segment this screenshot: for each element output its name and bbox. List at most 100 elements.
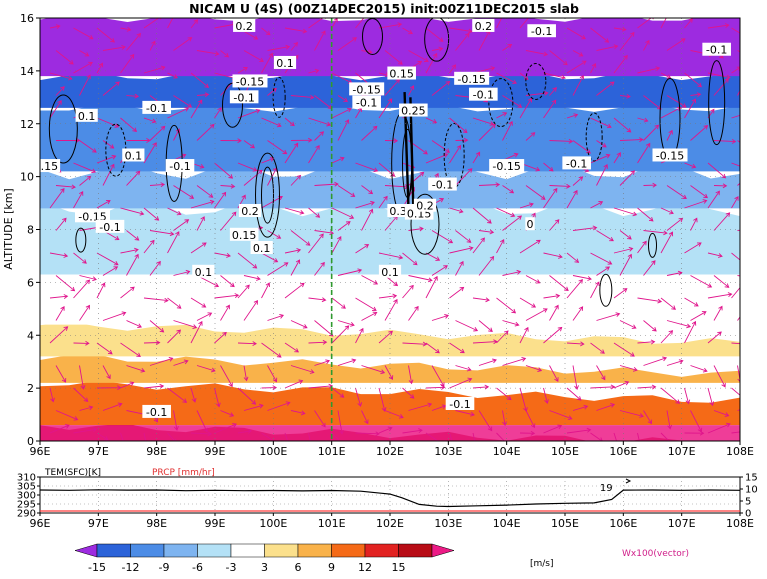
wind-vector (284, 27, 308, 34)
wind-vector (361, 311, 378, 321)
wind-vector (425, 432, 439, 441)
wind-vector (73, 27, 94, 40)
wind-vector (543, 252, 563, 259)
wind-vector (566, 387, 582, 401)
wind-vector (120, 53, 135, 74)
wind-vector (549, 138, 574, 144)
wind-vector (408, 275, 433, 283)
colorbar: -15 -12 -9 -6 -3 3 6 9 12 15 (74, 543, 455, 574)
contour-label-box (702, 42, 731, 56)
wind-vector (549, 87, 557, 96)
wind-vector (102, 44, 126, 51)
wind-vector (707, 331, 722, 344)
wind-vector (737, 89, 740, 96)
wind-vector (425, 252, 441, 261)
contour-label-box (454, 71, 490, 85)
wind-vector (49, 387, 55, 403)
wind-vector (731, 196, 739, 209)
wind-vector (431, 265, 448, 276)
surface-x-tick-label: 99E (205, 517, 226, 530)
wind-vector (707, 422, 731, 434)
wind-vector (590, 63, 597, 74)
wind-vector (666, 410, 673, 430)
colorbar-segment (96, 543, 131, 558)
prcp-legend-label: PRCP [mm/hr] (152, 468, 215, 478)
wind-vector (284, 379, 304, 389)
wind-vector (284, 282, 305, 299)
wind-vector (308, 297, 327, 303)
contour-label-box (142, 404, 171, 418)
contour-label-box (142, 100, 171, 114)
wind-vector (96, 117, 120, 128)
wind-vector (519, 18, 529, 29)
contour-line (585, 112, 603, 162)
wind-vector (449, 246, 474, 254)
chart-title: NICAM U (4S) (00Z14DEC2015) init:00Z11DE… (189, 1, 579, 16)
wind-vector (378, 98, 393, 119)
tem-series-line (39, 489, 741, 508)
wind-vector (49, 252, 69, 258)
vector-legend-label: Wx100(vector) (622, 549, 689, 559)
wind-vector (79, 175, 92, 186)
wind-vector (237, 387, 257, 405)
wind-vector (425, 27, 444, 42)
wind-vector (290, 174, 302, 186)
contour-label: 0.1 (253, 242, 271, 255)
wind-vector (196, 92, 210, 98)
wind-vector (308, 18, 327, 29)
wind-vector (314, 410, 326, 428)
wind-vector (496, 432, 505, 441)
wind-vector (713, 275, 730, 288)
wind-vector (173, 37, 193, 51)
wind-vector (361, 410, 369, 425)
wind-vector (455, 230, 472, 243)
wind-vector (55, 410, 79, 421)
wind-vector (73, 252, 87, 264)
wind-vector (455, 320, 479, 332)
wind-vector (243, 169, 263, 186)
wind-vector (472, 151, 481, 164)
wind-vector (173, 320, 198, 330)
wind-vector (196, 185, 214, 198)
wind-vector (472, 237, 485, 254)
surface-right-tick-label: 15 (745, 473, 758, 484)
wind-vector (572, 75, 584, 96)
colorbar-tick-label: 15 (392, 561, 406, 574)
wind-vector (502, 44, 513, 51)
contour-label-box (273, 55, 297, 69)
wind-vector (519, 430, 536, 436)
wind-vector (120, 432, 124, 441)
surface-x-tick-label: 100E (259, 517, 287, 530)
wind-vector (290, 410, 306, 416)
wind-vector (167, 207, 182, 216)
wind-vector (478, 255, 495, 276)
wind-vector (549, 304, 559, 321)
wind-vector (290, 320, 308, 329)
wind-vector (261, 342, 282, 358)
wind-vector (613, 54, 628, 74)
surface-left-tick-label: 290 (17, 509, 36, 520)
wind-vector (496, 297, 517, 314)
wind-vector (566, 189, 578, 209)
contour-label: -0.1 (146, 102, 167, 115)
wind-vector (331, 297, 346, 309)
wind-vector (496, 72, 517, 84)
wind-vector (572, 365, 579, 390)
colorbar-tick-label: 3 (261, 561, 268, 574)
contour-label-box (428, 177, 457, 191)
wind-vector (478, 182, 501, 188)
wind-vector (525, 308, 548, 321)
surface-right-tick-label: 5 (745, 497, 751, 508)
contour-label-box (352, 95, 381, 109)
wind-vector (684, 18, 693, 29)
wind-vector (96, 27, 115, 43)
wind-vector (731, 252, 740, 261)
wind-vector (337, 185, 356, 197)
contour-label-box (469, 87, 498, 101)
surface-plot: TEM(SFC)[K] PRCP [mm/hr] 310305300295290… (17, 468, 758, 530)
surface-x-tick-label: 105E (551, 517, 579, 530)
wind-vector (214, 107, 222, 119)
colorbar-segment (163, 543, 198, 558)
wind-vector (549, 183, 571, 189)
x-tick-label: 100E (259, 445, 287, 458)
